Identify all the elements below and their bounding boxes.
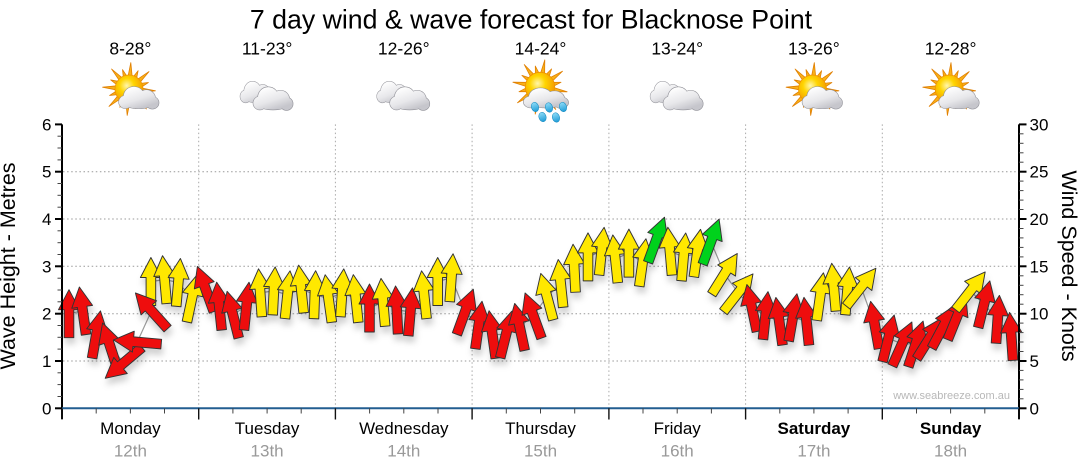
svg-text:6: 6 [42, 115, 51, 134]
svg-text:Saturday: Saturday [778, 419, 851, 438]
svg-text:18th: 18th [934, 442, 967, 461]
svg-text:0: 0 [1030, 399, 1039, 418]
svg-text:11-23°: 11-23° [242, 39, 292, 59]
svg-text:13-24°: 13-24° [651, 39, 703, 59]
svg-text:13-26°: 13-26° [788, 39, 840, 59]
svg-text:Sunday: Sunday [920, 419, 982, 438]
svg-text:3: 3 [42, 257, 51, 276]
svg-text:16th: 16th [661, 442, 694, 461]
svg-text:Tuesday: Tuesday [235, 419, 300, 438]
svg-text:4: 4 [42, 210, 51, 229]
svg-text:14-24°: 14-24° [515, 39, 567, 59]
svg-text:5: 5 [1030, 352, 1039, 371]
svg-text:Friday: Friday [654, 419, 702, 438]
svg-text:0: 0 [42, 399, 51, 418]
svg-text:17th: 17th [797, 442, 830, 461]
svg-text:2: 2 [42, 305, 51, 324]
svg-text:15th: 15th [524, 442, 557, 461]
svg-text:12-26°: 12-26° [378, 39, 430, 59]
svg-text:12-28°: 12-28° [925, 39, 977, 59]
svg-text:30: 30 [1030, 115, 1049, 134]
svg-text:Wind Speed - Knots: Wind Speed - Knots [1057, 170, 1080, 361]
svg-text:Wednesday: Wednesday [359, 419, 449, 438]
svg-text:1: 1 [42, 352, 51, 371]
svg-text:Monday: Monday [100, 419, 161, 438]
svg-text:13th: 13th [251, 442, 284, 461]
svg-text:7 day wind & wave forecast for: 7 day wind & wave forecast for Blacknose… [250, 5, 813, 35]
svg-text:14th: 14th [387, 442, 420, 461]
svg-text:12th: 12th [114, 442, 147, 461]
svg-text:25: 25 [1030, 163, 1049, 182]
svg-text:www.seabreeze.com.au: www.seabreeze.com.au [892, 390, 1010, 402]
svg-text:8-28°: 8-28° [109, 39, 151, 59]
svg-text:10: 10 [1030, 305, 1049, 324]
svg-text:Wave Height - Metres: Wave Height - Metres [0, 162, 20, 369]
svg-text:20: 20 [1030, 210, 1049, 229]
svg-text:Thursday: Thursday [505, 419, 576, 438]
svg-text:5: 5 [42, 163, 51, 182]
svg-text:15: 15 [1030, 257, 1049, 276]
